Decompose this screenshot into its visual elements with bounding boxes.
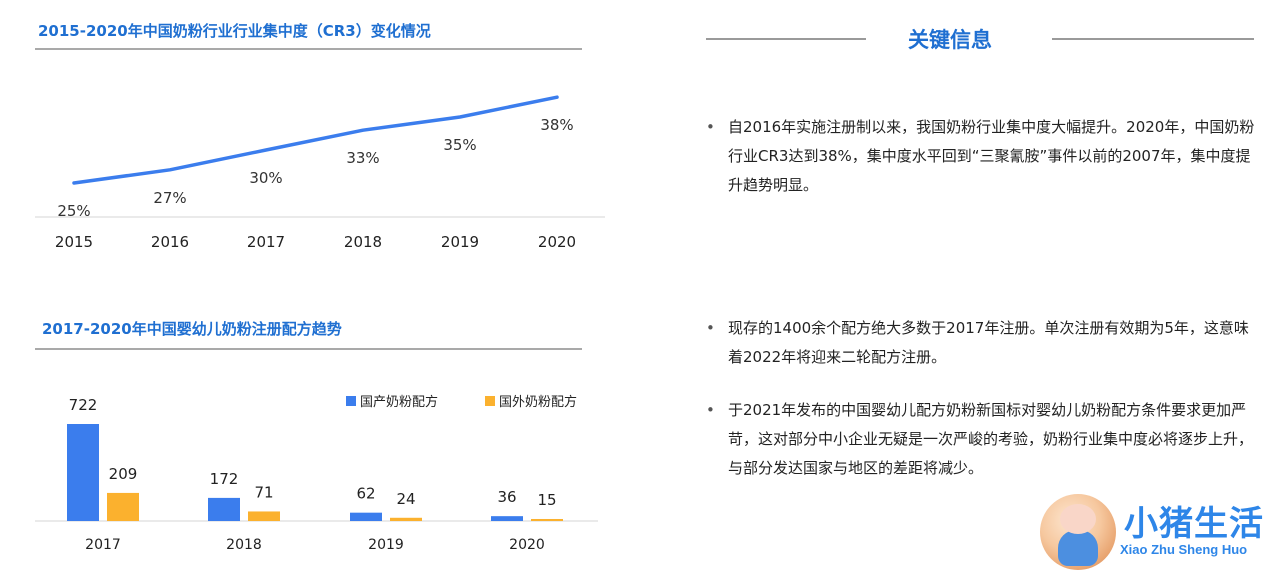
bar-chart-title-rule (35, 348, 582, 350)
data-label: 172 (210, 470, 239, 488)
foreign-formula-bar (390, 517, 422, 521)
key-info-heading: 关键信息 (908, 28, 992, 52)
x-tick-label: 2020 (538, 233, 576, 251)
x-tick-label: 2017 (85, 537, 121, 553)
line-chart-title: 2015-2020年中国奶粉行业行业集中度（CR3）变化情况 (38, 22, 431, 40)
domestic-formula-bar (67, 424, 99, 521)
mascot-face (1060, 504, 1096, 534)
mascot-body (1058, 530, 1098, 566)
x-tick-label: 2018 (344, 233, 382, 251)
data-label: 35% (443, 136, 476, 154)
domestic-formula-bar (491, 516, 523, 521)
x-tick-label: 2020 (509, 537, 545, 553)
data-label: 33% (346, 149, 379, 167)
x-tick-label: 2015 (55, 233, 93, 251)
cr3-series-line (72, 95, 559, 185)
x-tick-label: 2018 (226, 537, 262, 553)
domestic-formula-bar (208, 497, 240, 521)
key-info-bullet: 自2016年实施注册制以来，我国奶粉行业集中度大幅提升。2020年，中国奶粉行业… (704, 113, 1256, 200)
heading-rule-left (706, 38, 866, 40)
data-label: 24 (396, 490, 415, 508)
pig-mascot-icon (1040, 494, 1116, 570)
x-tick-label: 2019 (441, 233, 479, 251)
legend-label: 国产奶粉配方 (360, 394, 438, 410)
data-label: 27% (153, 189, 186, 207)
legend-swatch (346, 396, 356, 406)
data-label: 36 (497, 488, 516, 506)
data-label: 38% (540, 116, 573, 134)
data-label: 71 (254, 483, 273, 501)
heading-rule-right (1052, 38, 1254, 40)
x-tick-label: 2017 (247, 233, 285, 251)
data-label: 15 (537, 491, 556, 509)
data-label: 722 (69, 396, 98, 414)
key-info-bullet: 于2021年发布的中国婴幼儿配方奶粉新国标对婴幼儿奶粉配方条件要求更加严苛，这对… (704, 396, 1256, 483)
bar-chart-title: 2017-2020年中国婴幼儿奶粉注册配方趋势 (42, 320, 342, 338)
key-info-bullet: 现存的1400余个配方绝大多数于2017年注册。单次注册有效期为5年，这意味着2… (704, 314, 1256, 372)
bar-chart: 722 209 2017 172 71 2018 62 24 2019 36 15 2020 国产奶粉配… (35, 394, 598, 553)
data-label: 25% (57, 202, 90, 220)
x-tick-label: 2019 (368, 537, 404, 553)
brand-logo: 小猪生活 Xiao Zhu Sheng Huo (1040, 494, 1276, 572)
legend-label: 国外奶粉配方 (499, 394, 577, 410)
line-chart: 25% 2015 27% 2016 30% 2017 33% 2018 35% 2019 38% 20… (35, 95, 605, 251)
foreign-formula-bar (248, 511, 280, 521)
data-label: 62 (356, 485, 375, 503)
foreign-formula-bar (531, 518, 563, 521)
domestic-formula-bar (350, 512, 382, 521)
x-tick-label: 2016 (151, 233, 189, 251)
line-chart-title-rule (35, 48, 582, 50)
logo-name-zh: 小猪生活 (1124, 504, 1264, 544)
logo-name-en: Xiao Zhu Sheng Huo (1120, 542, 1248, 557)
data-label: 30% (249, 169, 282, 187)
data-label: 209 (109, 465, 138, 483)
foreign-formula-bar (107, 492, 139, 521)
legend-swatch (485, 396, 495, 406)
